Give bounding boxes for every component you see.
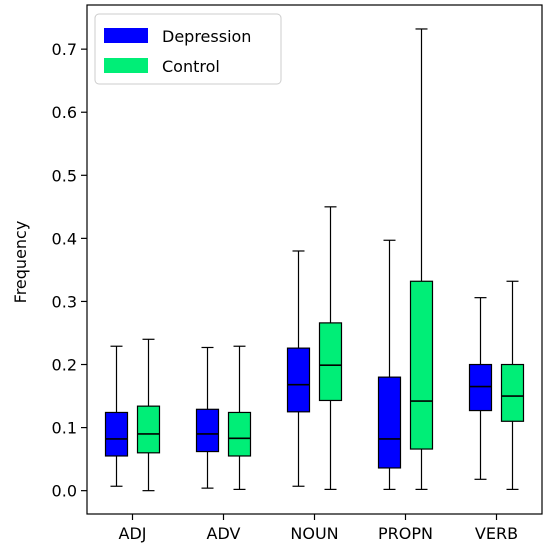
iqr-box [500, 363, 525, 422]
box-control-adj [136, 338, 161, 492]
legend-label-control: Control [162, 57, 220, 76]
x-tick-label-noun: NOUN [290, 524, 338, 543]
box-control-adv [227, 345, 252, 491]
iqr-box [377, 376, 402, 469]
iqr-box [286, 347, 311, 413]
legend: Depression Control [94, 13, 282, 85]
iqr-box [136, 405, 161, 454]
box-control-verb [500, 280, 525, 491]
x-axis: ADJ ADV NOUN PROPN VERB [119, 514, 518, 543]
y-tick-label: 0.3 [52, 292, 77, 311]
x-tick-label-verb: VERB [475, 524, 518, 543]
legend-swatch-depression [104, 28, 148, 43]
iqr-box [227, 411, 252, 457]
y-axis-label: Frequency [11, 221, 30, 304]
iqr-box [468, 363, 493, 412]
iqr-box [318, 322, 343, 402]
y-tick-label: 0.5 [52, 166, 77, 185]
y-tick-label: 0.0 [52, 482, 77, 501]
x-tick-label-adv: ADV [207, 524, 241, 543]
x-tick-label-adj: ADJ [119, 524, 147, 543]
y-tick-label: 0.4 [52, 229, 77, 248]
legend-label-depression: Depression [162, 27, 251, 46]
iqr-box [409, 280, 434, 450]
y-axis: 0.0 0.1 0.2 0.3 0.4 0.5 0.6 0.7 [52, 40, 87, 501]
y-tick-label: 0.6 [52, 103, 77, 122]
legend-swatch-control [104, 58, 148, 73]
box-depression-verb [468, 297, 493, 480]
x-tick-label-propn: PROPN [378, 524, 433, 543]
plot-area [104, 28, 525, 492]
iqr-box [104, 411, 129, 457]
box-depression-adj [104, 345, 129, 487]
box-depression-propn [377, 239, 402, 491]
box-control-noun [318, 206, 343, 491]
iqr-box [195, 408, 220, 453]
y-tick-label: 0.2 [52, 356, 77, 375]
y-tick-label: 0.7 [52, 40, 77, 59]
box-depression-noun [286, 250, 311, 487]
box-control-propn [409, 28, 434, 491]
box-depression-adv [195, 346, 220, 489]
y-tick-label: 0.1 [52, 419, 77, 438]
